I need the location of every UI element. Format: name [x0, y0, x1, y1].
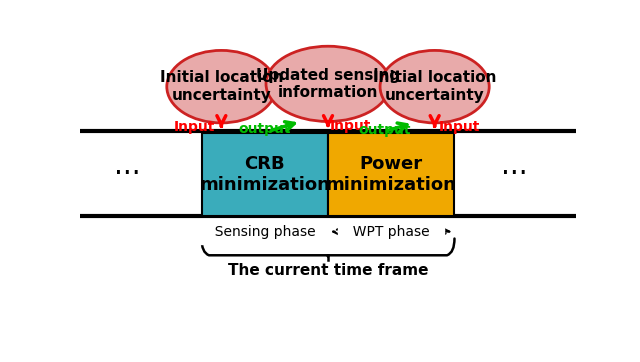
Text: The current time frame: The current time frame [228, 263, 428, 278]
Text: Sensing phase: Sensing phase [205, 224, 324, 239]
Text: CRB
minimization: CRB minimization [199, 155, 330, 194]
Ellipse shape [167, 50, 276, 123]
Text: Input: Input [330, 119, 371, 133]
Text: Power
minimization: Power minimization [326, 155, 457, 194]
Text: ···: ··· [500, 160, 527, 189]
Text: Initial location
uncertainty: Initial location uncertainty [159, 71, 283, 103]
Text: output: output [239, 122, 291, 136]
Text: Initial location
uncertainty: Initial location uncertainty [373, 71, 497, 103]
Ellipse shape [266, 46, 390, 122]
Text: Input: Input [439, 120, 480, 134]
Text: Input: Input [173, 120, 215, 134]
Text: WPT phase: WPT phase [344, 224, 438, 239]
Ellipse shape [380, 50, 489, 123]
Text: output: output [358, 123, 410, 137]
Text: ···: ··· [114, 160, 140, 189]
FancyBboxPatch shape [202, 132, 328, 216]
FancyBboxPatch shape [328, 132, 454, 216]
Text: Updated sensing
information: Updated sensing information [256, 68, 400, 100]
